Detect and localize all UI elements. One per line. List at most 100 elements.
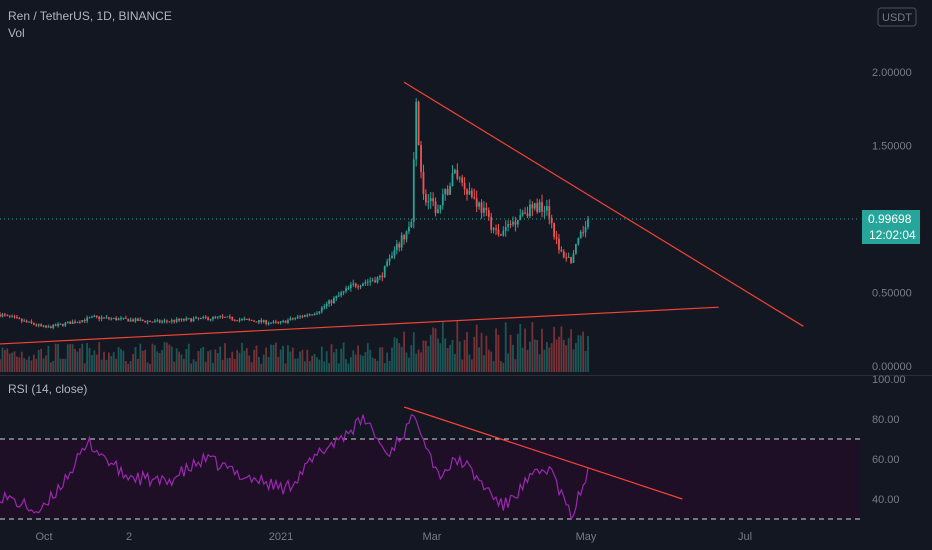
candle <box>410 218 413 229</box>
volume-bar <box>446 348 449 372</box>
candle <box>485 202 488 217</box>
candle <box>570 256 572 265</box>
volume-bar <box>134 346 137 372</box>
candle <box>296 314 299 319</box>
time-tick-label: Mar <box>423 531 442 543</box>
candle <box>272 320 275 324</box>
candle <box>536 198 539 214</box>
volume-bar <box>577 335 580 372</box>
volume-bar <box>122 350 125 372</box>
volume-bar <box>291 347 294 372</box>
candle <box>212 316 214 322</box>
candle <box>325 301 328 310</box>
volume-bar <box>582 331 585 372</box>
candle <box>533 202 536 211</box>
volume-bar <box>238 352 241 372</box>
volume-bar <box>415 353 418 372</box>
rsi-axis[interactable]: 100.00 80.00 60.00 40.00 <box>872 374 906 506</box>
candle <box>120 315 122 321</box>
currency-badge[interactable]: USDT <box>877 7 917 27</box>
volume-bar <box>168 344 171 372</box>
volume-bar <box>216 352 219 372</box>
volume-bar <box>543 349 546 372</box>
time-axis[interactable]: Oct 2 2021 Mar May Jul <box>35 531 752 543</box>
candle <box>16 314 18 319</box>
volume-bar <box>146 362 149 372</box>
rsi-series <box>0 406 683 521</box>
candle <box>451 165 454 187</box>
volume-bar <box>83 363 86 372</box>
volume-bar <box>88 347 91 372</box>
volume-bar <box>475 324 478 372</box>
volume-bar <box>449 344 451 372</box>
time-tick-label: Jul <box>738 531 752 543</box>
candle <box>93 314 96 318</box>
volume-bar <box>255 345 258 372</box>
candle <box>352 279 355 287</box>
candle <box>393 246 396 260</box>
volume-bar <box>57 344 59 372</box>
trendline-support[interactable] <box>0 306 719 345</box>
volume-bar <box>262 354 265 372</box>
countdown-timer: 12:02:04 <box>869 228 916 242</box>
volume-bar <box>572 349 575 372</box>
volume-bar <box>64 358 67 372</box>
candle <box>461 174 464 187</box>
candle <box>342 290 345 296</box>
volume-bar <box>37 350 40 372</box>
candle <box>156 318 159 323</box>
candle <box>531 201 534 217</box>
candle <box>575 243 577 255</box>
volume-bar <box>253 349 255 372</box>
volume-bar <box>32 354 35 372</box>
price-tick-label: 1.50000 <box>872 141 912 153</box>
candle <box>180 318 183 322</box>
volume-bar <box>202 346 205 372</box>
candle <box>78 320 81 324</box>
rsi-trendline[interactable] <box>403 406 683 500</box>
volume-bar <box>492 361 495 372</box>
candle <box>47 324 50 328</box>
candle <box>458 176 461 183</box>
candle <box>52 324 55 330</box>
last-price-badge: 0.99698 12:02:04 <box>862 210 920 244</box>
volume-bar <box>178 351 180 372</box>
volume-bar <box>381 347 384 372</box>
candle <box>400 232 403 251</box>
volume-bar <box>359 354 362 372</box>
candle <box>366 278 369 287</box>
candle <box>64 321 67 327</box>
trendlines[interactable] <box>0 81 804 345</box>
volume-bar <box>144 349 147 372</box>
volume-bar <box>325 351 328 372</box>
volume-bar <box>538 354 541 372</box>
volume-bar <box>451 339 454 372</box>
volume-bar <box>434 328 437 372</box>
volume-bar <box>468 354 471 372</box>
candle <box>316 311 318 315</box>
trendline-resistance[interactable] <box>403 81 804 327</box>
volume-bar <box>250 362 253 372</box>
volume-bar <box>395 338 398 372</box>
candle <box>248 318 251 322</box>
volume-bar <box>584 350 587 372</box>
candle <box>311 314 314 316</box>
candle <box>403 233 405 245</box>
candle <box>374 276 376 283</box>
candle <box>284 320 287 324</box>
volume-bar <box>410 345 413 372</box>
candle <box>54 323 57 327</box>
candle <box>110 317 113 321</box>
volume-bar <box>30 360 33 372</box>
volume-bar <box>555 339 558 372</box>
candle <box>579 230 582 239</box>
price-tick-label: 0.50000 <box>872 288 912 300</box>
volume-bar <box>405 352 408 372</box>
volume-bar <box>265 347 268 372</box>
volume-bar <box>98 342 101 372</box>
volume-bar <box>473 336 476 372</box>
volume-bar <box>531 321 534 372</box>
candle <box>30 319 33 325</box>
price-tick-label: 0.00000 <box>872 361 912 373</box>
